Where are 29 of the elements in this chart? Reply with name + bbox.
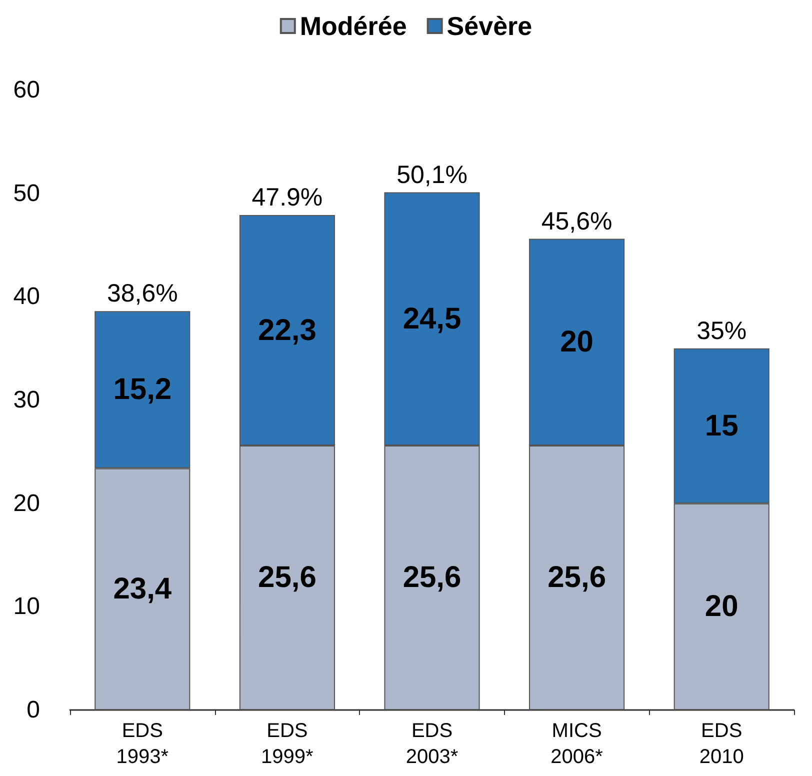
data-label: 15,2: [113, 373, 172, 406]
y-tick-label: 20: [13, 490, 40, 517]
data-label: 23,4: [113, 572, 172, 606]
data-label: 20: [704, 590, 738, 624]
x-tick-label: EDS 1999*: [261, 720, 314, 768]
total-label: 47.9%: [252, 184, 323, 212]
y-tick-label: 60: [13, 76, 40, 104]
data-label: 25,6: [548, 561, 606, 594]
y-tick-label: 30: [13, 386, 40, 414]
data-label: 20: [560, 326, 594, 359]
legend-label: Modérée: [300, 11, 407, 41]
data-label: 25,6: [402, 561, 462, 594]
x-tick-label: EDS 1993*: [116, 720, 169, 768]
data-label: 22,3: [258, 314, 316, 347]
total-label: 38,6%: [106, 280, 178, 308]
y-tick-label: 10: [13, 593, 40, 620]
x-tick-label: MICS 2006*: [550, 720, 604, 768]
total-label: 45,6%: [541, 207, 612, 236]
x-tick-label: EDS 2003*: [406, 720, 458, 768]
data-label: 25,6: [258, 561, 316, 594]
total-label: 35%: [696, 316, 747, 345]
y-tick-label: 40: [13, 283, 40, 310]
legend-label: Sévère: [446, 11, 532, 41]
total-label: 50,1%: [396, 160, 468, 189]
y-tick-label: 0: [26, 696, 40, 724]
data-label: 15: [704, 409, 738, 442]
x-tick-label: EDS 2010: [699, 720, 744, 768]
y-tick-label: 50: [13, 180, 40, 207]
data-label: 24,5: [402, 302, 462, 336]
